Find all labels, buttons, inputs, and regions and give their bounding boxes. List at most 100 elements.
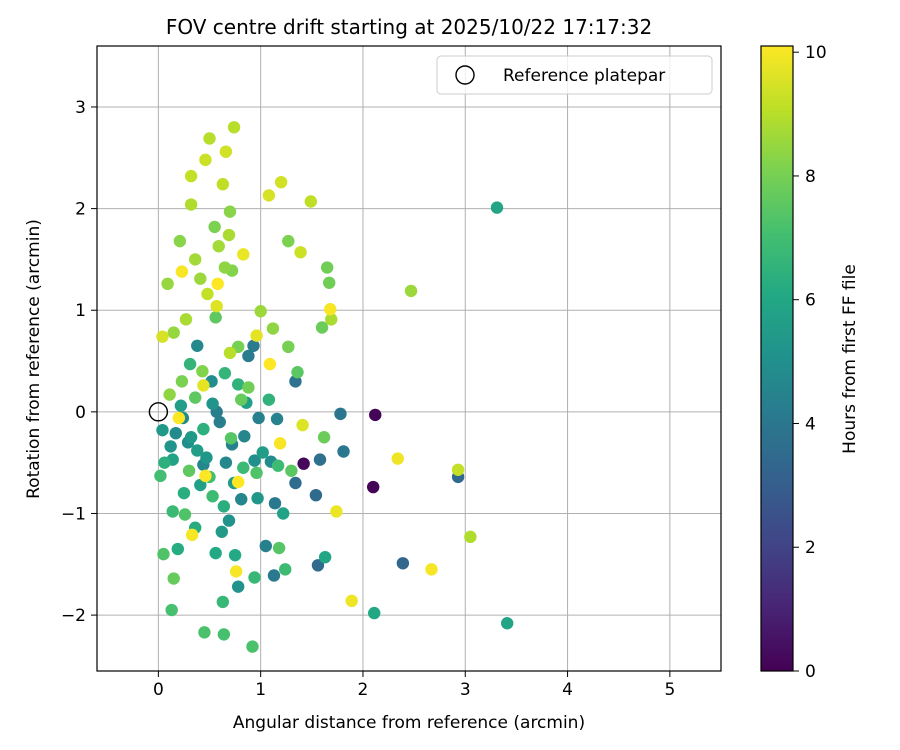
scatter-point [238, 430, 251, 443]
scatter-point [209, 546, 222, 560]
scatter-point [161, 277, 174, 291]
scatter-point [272, 541, 286, 555]
x-tick-label: 4 [562, 680, 573, 700]
colorbar-tick-label: 8 [805, 167, 816, 187]
scatter-point [163, 388, 176, 401]
scatter-point [296, 418, 309, 432]
scatter-point [259, 539, 272, 553]
scatter-point [216, 178, 230, 191]
scatter-point [154, 469, 167, 483]
y-tick-label: 3 [75, 98, 86, 118]
scatter-point [285, 464, 298, 477]
scatter-point [196, 365, 209, 378]
scatter-point [199, 153, 212, 167]
scatter-point [218, 367, 232, 380]
scatter-point [311, 559, 325, 572]
scatter-point [191, 339, 204, 352]
chart-title: FOV centre drift starting at 2025/10/22 … [166, 15, 652, 39]
scatter-point [345, 594, 358, 608]
scatter-point [209, 311, 222, 324]
scatter-point [268, 497, 282, 510]
scatter-point [182, 464, 196, 477]
scatter-point [248, 571, 261, 584]
scatter-point [174, 399, 188, 412]
y-tick-label: 1 [75, 301, 86, 321]
scatter-point [183, 357, 197, 371]
scatter-point [282, 340, 295, 354]
scatter-point [198, 626, 211, 639]
scatter-point [169, 426, 182, 440]
scatter-point [194, 478, 207, 492]
scatter-point [251, 492, 264, 505]
scatter-point [203, 132, 216, 145]
scatter-point [158, 456, 171, 469]
scatter-point [366, 480, 380, 494]
scatter-point [291, 366, 304, 379]
scatter-point [191, 444, 204, 457]
y-tick-label: −2 [61, 606, 86, 626]
scatter-point [501, 617, 514, 630]
scatter-point [235, 393, 248, 406]
scatter-point [297, 457, 310, 470]
scatter-point [315, 321, 329, 334]
colorbar [760, 45, 794, 672]
scatter-point [166, 505, 179, 518]
scatter-point [270, 412, 284, 426]
scatter-point [219, 145, 233, 158]
legend-marker [455, 65, 475, 85]
scatter-point [201, 287, 214, 301]
scatter-point [263, 357, 277, 371]
legend: Reference platepar [436, 55, 713, 95]
y-tick-label: −1 [61, 504, 86, 524]
scatter-point [273, 437, 287, 450]
scatter-point [325, 313, 338, 326]
scatter-point [172, 411, 186, 425]
scatter-point [274, 175, 288, 189]
scatter-point [425, 563, 438, 576]
scatter-point [318, 550, 332, 564]
scatter-point [279, 563, 292, 576]
scatter-point [223, 205, 237, 218]
scatter-point [185, 528, 199, 542]
colorbar-tick-label: 2 [805, 538, 816, 558]
scatter-point [247, 339, 260, 352]
scatter-point [199, 469, 212, 483]
scatter-point [464, 530, 477, 544]
scatter-point [396, 557, 410, 570]
y-tick-label: 2 [75, 200, 86, 220]
scatter-point [178, 508, 192, 521]
scatter-point [222, 514, 236, 527]
scatter-point [248, 454, 261, 467]
scatter-point [177, 486, 191, 500]
scatter-point [246, 640, 259, 653]
y-axis-ticks: −2 −1 0 1 2 3 [61, 98, 97, 626]
scatter-point [282, 234, 295, 248]
scatter-point [304, 195, 317, 208]
scatter-point [167, 572, 180, 585]
scatter-point [235, 493, 248, 506]
scatter-point [173, 234, 187, 248]
scatter-point [242, 381, 255, 394]
scatter-point [175, 375, 189, 388]
x-axis-label: Angular distance from reference (arcmin) [233, 713, 585, 733]
scatter-point [215, 525, 228, 538]
colorbar-tick-label: 4 [805, 414, 816, 434]
scatter-point [323, 276, 336, 289]
scatter-point [197, 379, 210, 392]
scatter-point [213, 415, 226, 429]
x-tick-label: 0 [153, 680, 164, 700]
legend-label: Reference platepar [503, 66, 665, 86]
scatter-point [267, 569, 281, 582]
colorbar-label: Hours from first FF file [840, 264, 860, 454]
scatter-point [320, 261, 334, 274]
x-tick-label: 3 [460, 680, 471, 700]
colorbar-tick-label: 10 [805, 43, 827, 63]
scatter-point [252, 411, 265, 425]
x-tick-label: 5 [664, 680, 675, 700]
x-tick-label: 1 [255, 680, 266, 700]
scatter-point [231, 580, 245, 593]
scatter-point [228, 548, 242, 562]
scatter-point [212, 240, 225, 253]
scatter-point [313, 453, 327, 466]
